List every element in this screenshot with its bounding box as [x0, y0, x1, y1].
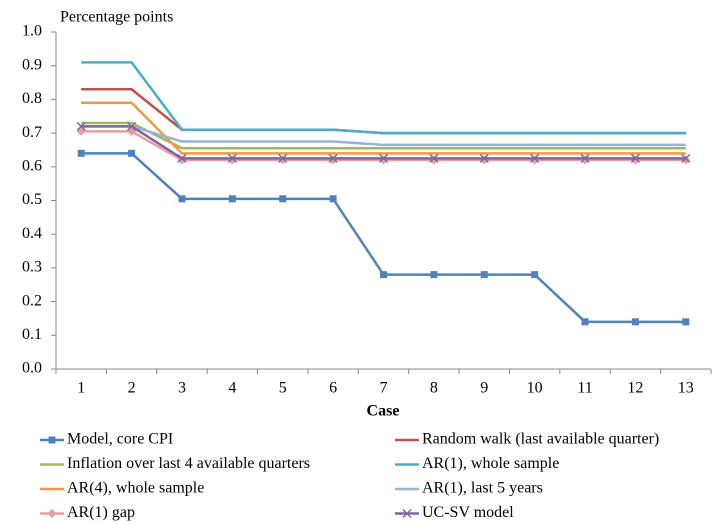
- marker: [77, 149, 85, 157]
- marker: [48, 436, 56, 444]
- legend-label: AR(1) gap: [67, 504, 135, 521]
- marker: [630, 153, 640, 163]
- marker: [580, 153, 590, 163]
- y-tick-label: 0.5: [22, 191, 42, 208]
- marker: [127, 126, 137, 136]
- marker: [278, 155, 288, 165]
- marker: [47, 509, 57, 518]
- series-line: [81, 125, 686, 147]
- y-tick-label: 1.0: [22, 23, 42, 40]
- legend-label: AR(4), whole sample: [67, 480, 204, 497]
- y-tick-label: 0.6: [22, 157, 42, 174]
- marker: [177, 153, 187, 163]
- marker: [329, 195, 337, 203]
- x-tick-label: 10: [527, 380, 543, 397]
- series-line: [81, 121, 686, 150]
- x-tick-label: 13: [678, 380, 694, 397]
- legend-label: UC-SV model: [422, 504, 514, 521]
- x-tick-label: 9: [480, 380, 488, 397]
- marker: [402, 508, 412, 519]
- x-tick-label: 11: [577, 380, 592, 397]
- x-tick-label: 3: [178, 380, 186, 397]
- y-tick-label: 0.1: [22, 326, 42, 343]
- x-tick-label: 6: [329, 380, 337, 397]
- legend-label: Model, core CPI: [67, 431, 173, 448]
- x-axis-label: Case: [367, 403, 400, 420]
- series-line: [81, 152, 686, 324]
- legend-label: Random walk (last available quarter): [422, 431, 659, 448]
- marker: [530, 153, 540, 163]
- x-tick-label: 12: [627, 380, 643, 397]
- marker: [531, 271, 539, 279]
- legend-label: AR(1), last 5 years: [422, 480, 543, 497]
- marker: [580, 155, 590, 165]
- series-line: [81, 101, 686, 155]
- marker: [631, 318, 639, 326]
- y-axis-label: Percentage points: [60, 9, 173, 26]
- marker: [227, 153, 237, 163]
- y-tick-label: 0.0: [22, 360, 42, 377]
- marker: [581, 318, 589, 326]
- y-tick-label: 0.2: [22, 292, 42, 309]
- x-tick-label: 1: [77, 380, 85, 397]
- marker: [227, 155, 237, 165]
- x-tick-label: 2: [128, 380, 136, 397]
- marker: [279, 195, 287, 203]
- marker: [127, 121, 137, 131]
- marker: [379, 155, 388, 165]
- marker: [278, 153, 288, 163]
- marker: [480, 271, 488, 279]
- x-tick-label: 5: [279, 380, 287, 397]
- marker: [76, 121, 86, 131]
- marker: [430, 271, 438, 279]
- x-tick-label: 8: [430, 380, 438, 397]
- series-line: [81, 61, 686, 135]
- x-tick-label: 4: [228, 380, 236, 397]
- marker: [630, 155, 640, 165]
- marker: [228, 195, 236, 203]
- marker: [429, 153, 439, 163]
- y-tick-label: 0.9: [22, 56, 42, 73]
- marker: [128, 149, 136, 157]
- marker: [681, 153, 691, 163]
- legend-label: AR(1), whole sample: [422, 455, 559, 472]
- marker: [328, 155, 338, 165]
- marker: [380, 271, 387, 279]
- marker: [429, 155, 439, 165]
- marker: [479, 153, 489, 163]
- marker: [76, 126, 86, 136]
- legend-label: Inflation over last 4 available quarters: [67, 455, 310, 472]
- y-tick-label: 0.7: [22, 124, 42, 141]
- y-tick-label: 0.8: [22, 90, 42, 107]
- series-line: [81, 88, 686, 135]
- y-tick-label: 0.4: [22, 225, 42, 242]
- x-tick-label: 7: [380, 380, 388, 397]
- marker: [530, 155, 540, 165]
- marker: [378, 153, 389, 163]
- marker: [479, 155, 489, 165]
- marker: [328, 153, 338, 163]
- marker: [178, 195, 186, 203]
- marker: [682, 318, 690, 326]
- y-tick-label: 0.3: [22, 259, 42, 276]
- marker: [681, 155, 691, 165]
